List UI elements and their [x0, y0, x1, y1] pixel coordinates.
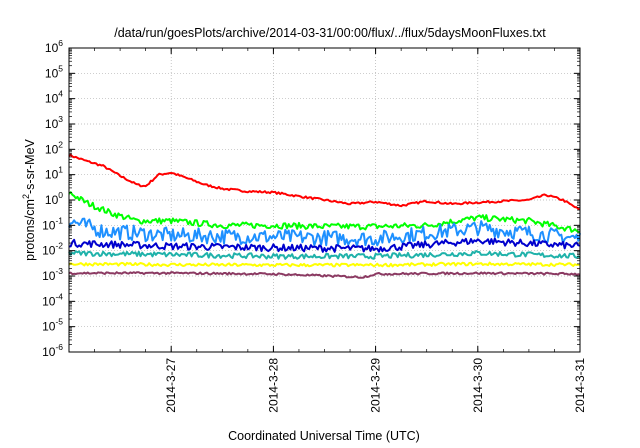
series-line-2: [68, 191, 581, 234]
x-tick-label: 2014-3-29: [369, 358, 383, 413]
y-tick-label: 104: [45, 89, 63, 106]
y-tick-label: 100: [45, 190, 63, 207]
y-tick-label: 10-5: [42, 317, 63, 334]
series-line-5: [68, 250, 581, 260]
y-tick-label: 106: [45, 38, 63, 55]
series-line-6: [68, 261, 580, 268]
series-layer: [68, 153, 581, 279]
x-tick-label: 2014-3-30: [471, 358, 485, 413]
y-tick-label: 10-2: [42, 241, 63, 258]
y-axis: 10-6 10-5 10-4 10-3 10-2 10-1 100 101 102 103 104 1…: [42, 38, 580, 359]
series-line-1: [68, 153, 581, 211]
y-tick-label: 105: [45, 63, 63, 80]
y-tick-label: 10-3: [42, 266, 63, 283]
x-tick-label: 2014-3-28: [266, 358, 280, 413]
chart-title: /data/run/goesPlots/archive/2014-03-31/0…: [114, 26, 546, 40]
y-tick-label: 102: [45, 139, 63, 156]
series-line-4: [68, 237, 581, 253]
y-axis-label: protons/cm2-s-sr-MeV: [21, 138, 37, 260]
series-line-3: [68, 217, 581, 247]
y-tick-label: 10-4: [42, 291, 63, 308]
y-tick-label: 10-6: [42, 342, 63, 359]
x-tick-label: 2014-3-27: [164, 358, 178, 413]
y-tick-label: 10-1: [42, 215, 63, 232]
x-axis: 2014-3-27 2014-3-28 2014-3-29 2014-3-30 2014…: [68, 48, 587, 413]
series-line-7: [68, 271, 581, 279]
x-axis-label: Coordinated Universal Time (UTC): [228, 429, 420, 443]
y-tick-label: 103: [45, 114, 63, 131]
x-tick-label: 2014-3-31: [573, 358, 587, 413]
y-tick-label: 101: [45, 165, 63, 182]
